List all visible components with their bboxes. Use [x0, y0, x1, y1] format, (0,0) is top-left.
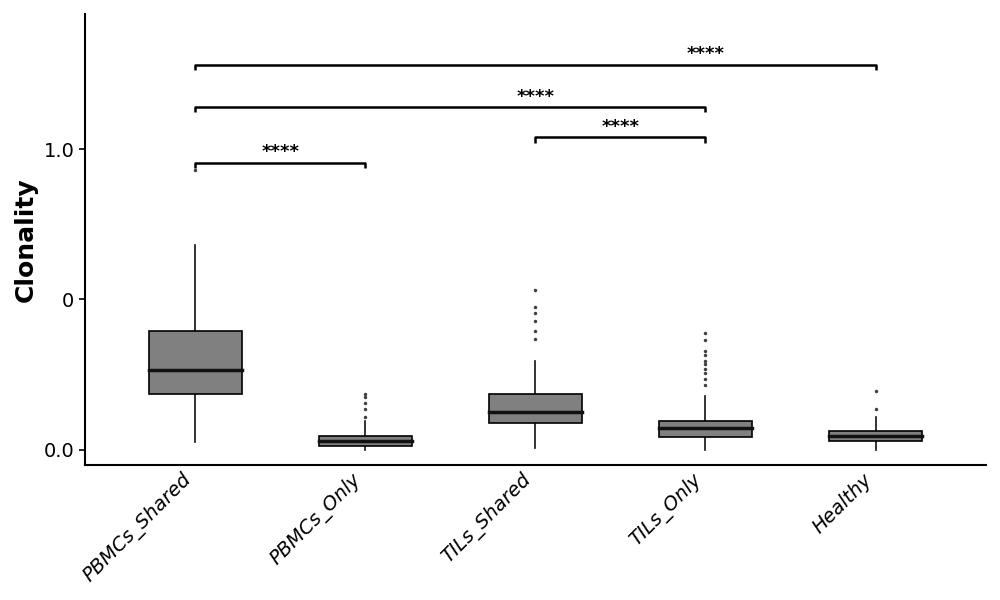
- Bar: [319, 436, 412, 446]
- Text: ****: ****: [686, 46, 724, 64]
- Text: ****: ****: [601, 118, 639, 136]
- Bar: [489, 394, 582, 424]
- Text: ****: ****: [261, 143, 299, 161]
- Bar: [829, 431, 922, 442]
- Y-axis label: Clonality: Clonality: [14, 177, 38, 302]
- Bar: [659, 421, 752, 437]
- Text: ****: ****: [516, 88, 554, 106]
- Bar: [149, 331, 242, 394]
